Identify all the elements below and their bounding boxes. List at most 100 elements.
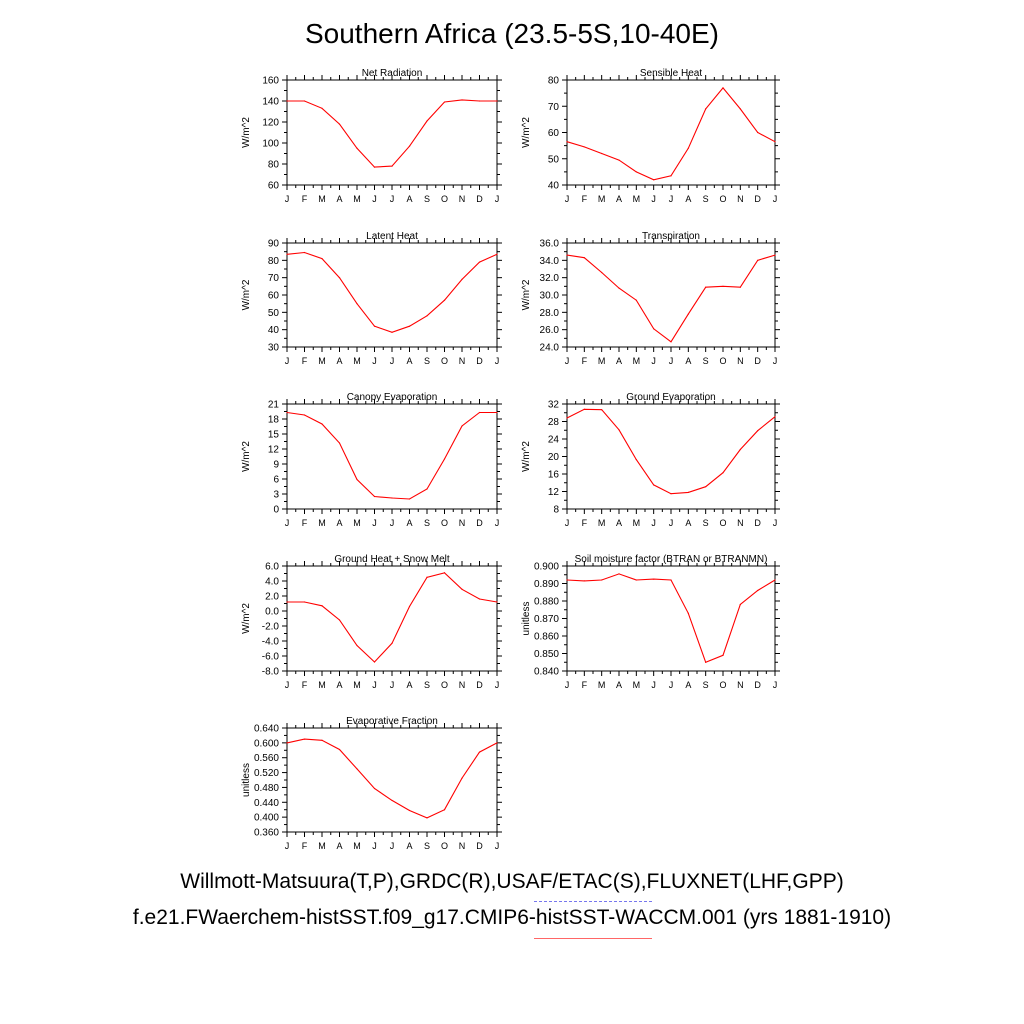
x-tick-label: J [495, 356, 500, 366]
data-point [338, 277, 341, 279]
data-point [705, 486, 707, 488]
data-point [705, 286, 707, 288]
x-tick-label: A [406, 356, 412, 366]
y-tick-label: 36.0 [540, 239, 560, 250]
data-point [478, 100, 481, 102]
y-tick-label: 0.860 [534, 632, 559, 643]
data-point [426, 120, 428, 122]
data-point [373, 495, 376, 498]
y-tick-label: 30 [268, 343, 280, 354]
data-point [635, 579, 637, 581]
x-tick-label: J [285, 356, 290, 366]
y-axis-label: W/m^2 [241, 279, 252, 310]
x-tick-label: M [633, 680, 641, 690]
data-point [321, 739, 323, 741]
series-line [287, 572, 498, 663]
x-tick-label: J [285, 194, 290, 204]
x-tick-label: M [318, 356, 326, 366]
x-tick-label: M [353, 194, 361, 204]
series-line [286, 251, 498, 333]
y-tick-label: 80 [268, 160, 280, 171]
y-tick-label: 0.900 [534, 562, 559, 573]
data-point [391, 165, 393, 167]
y-tick-label: 4.0 [265, 577, 279, 588]
x-tick-label: O [719, 680, 726, 690]
data-point [635, 299, 637, 301]
x-tick-label: F [582, 194, 588, 204]
data-point [408, 809, 411, 812]
x-tick-label: O [441, 841, 448, 851]
x-tick-label: J [390, 194, 395, 204]
data-point [705, 108, 707, 110]
y-tick-label: 9 [273, 460, 279, 471]
y-tick-label: 60 [268, 181, 280, 192]
data-point [391, 331, 393, 333]
data-point [391, 497, 393, 499]
y-axis-label: W/m^2 [241, 441, 252, 472]
data-point [461, 425, 463, 427]
data-point [722, 472, 724, 474]
x-tick-label: D [476, 518, 483, 528]
plot-frame [566, 242, 776, 348]
data-point [426, 576, 428, 578]
x-tick-label: J [773, 518, 778, 528]
y-tick-label: 24 [548, 435, 560, 446]
x-tick-label: S [703, 680, 709, 690]
y-tick-label: 120 [262, 118, 279, 129]
data-point [757, 259, 759, 261]
x-tick-label: M [353, 518, 361, 528]
y-tick-label: 16 [548, 470, 560, 481]
x-tick-label: D [754, 680, 761, 690]
data-point [478, 598, 481, 600]
data-point [583, 580, 585, 582]
x-tick-label: F [582, 518, 588, 528]
data-point [461, 99, 463, 101]
legend-observations-line-sample [534, 901, 652, 902]
x-tick-label: M [633, 194, 641, 204]
data-point [601, 152, 603, 155]
data-point [566, 579, 568, 581]
panel-title: Latent Heat [366, 231, 418, 242]
x-tick-label: J [372, 680, 377, 690]
legend-model: f.e21.FWaerchem-histSST.f09_g17.CMIP6-hi… [132, 906, 892, 929]
data-point [286, 742, 288, 744]
series-line [286, 411, 497, 500]
series-line [286, 738, 498, 819]
data-point [443, 458, 446, 460]
data-point [338, 619, 341, 621]
data-point [338, 748, 341, 751]
x-tick-label: F [302, 841, 308, 851]
x-tick-label: A [406, 518, 412, 528]
x-tick-label: N [737, 518, 744, 528]
y-tick-label: 70 [548, 102, 560, 113]
x-tick-label: J [285, 841, 290, 851]
series-line [566, 408, 776, 495]
panel-title: Sensible Heat [640, 68, 702, 79]
x-tick-label: A [685, 518, 691, 528]
data-point [303, 414, 306, 416]
x-tick-label: A [616, 356, 622, 366]
y-tick-label: 0.560 [254, 753, 279, 764]
data-point [670, 341, 672, 343]
data-point [583, 408, 585, 410]
y-axis-label: W/m^2 [241, 603, 252, 634]
y-tick-label: 21 [268, 400, 280, 411]
y-tick-label: 2.0 [265, 592, 279, 603]
x-tick-label: O [719, 518, 726, 528]
x-tick-label: N [737, 194, 744, 204]
data-point [478, 751, 481, 753]
data-point [653, 578, 655, 580]
data-point [286, 601, 288, 603]
x-tick-label: J [773, 680, 778, 690]
x-tick-label: F [582, 680, 588, 690]
data-point [408, 145, 411, 147]
x-tick-label: A [406, 194, 412, 204]
x-tick-label: A [616, 680, 622, 690]
legend-observations: Willmott-Matsuura(T,P),GRDC(R),USAF/ETAC… [180, 870, 844, 893]
x-tick-label: J [651, 680, 656, 690]
panel-title: Canopy Evaporation [347, 392, 438, 403]
data-point [635, 171, 637, 173]
panel-title: Net Radiation [362, 68, 423, 79]
series-line [566, 87, 776, 181]
x-tick-label: J [565, 518, 570, 528]
